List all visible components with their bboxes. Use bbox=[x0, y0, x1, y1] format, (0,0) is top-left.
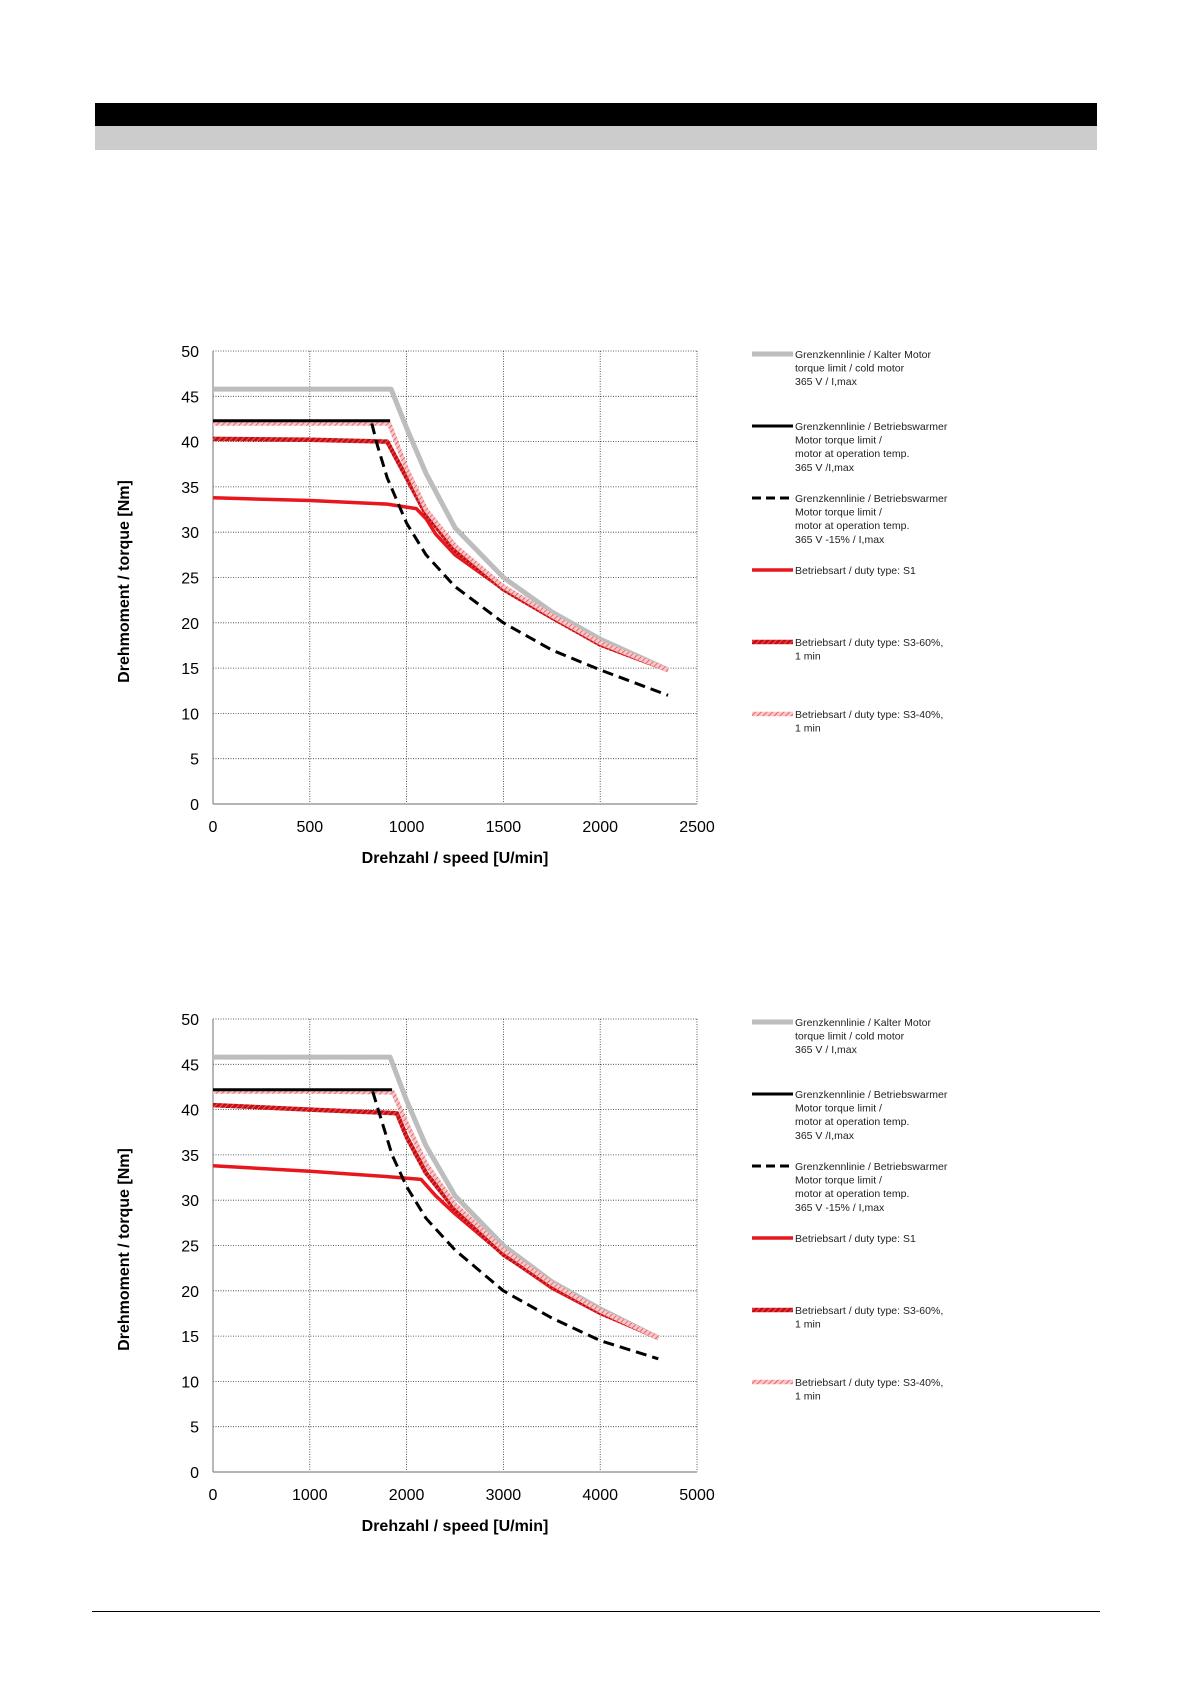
legend-label-line: Betriebsart / duty type: S1 bbox=[795, 565, 916, 577]
legend-label-line: Betriebsart / duty type: S3-40%, bbox=[795, 709, 943, 721]
series-line-3 bbox=[371, 1091, 659, 1361]
y-axis-title: Drehmoment / torque [Nm] bbox=[116, 480, 133, 683]
y-tick-label: 40 bbox=[181, 435, 199, 452]
x-tick-label: 1000 bbox=[292, 1487, 328, 1504]
footer-rule bbox=[92, 1611, 1100, 1612]
x-tick-label: 2000 bbox=[389, 1487, 425, 1504]
legend-label: Grenzkennlinie / Betriebswarmer Motor tor… bbox=[795, 493, 948, 546]
legend-label: Grenzkennlinie / Betriebswarmer Motor tor… bbox=[795, 1089, 948, 1142]
header-bar bbox=[95, 103, 1097, 126]
y-tick-label: 35 bbox=[181, 1148, 199, 1165]
legend-label: Grenzkennlinie / Betriebswarmer Motor tor… bbox=[795, 421, 948, 474]
legend-label-line: Grenzkennlinie / Betriebswarmer bbox=[795, 1161, 948, 1173]
legend-label-line: 365 V /I,max bbox=[795, 1130, 855, 1142]
y-tick-label: 40 bbox=[181, 1103, 199, 1120]
legend-label-line: motor at operation temp. bbox=[795, 1116, 909, 1128]
legend: Grenzkennlinie / Kalter Motor torque limi… bbox=[752, 349, 948, 735]
legend-label-line: Grenzkennlinie / Kalter Motor bbox=[795, 349, 931, 361]
legend-label-line: Betriebsart / duty type: S1 bbox=[795, 1233, 916, 1245]
y-tick-label: 45 bbox=[181, 389, 199, 406]
legend-label-line: Betriebsart / duty type: S3-60%, bbox=[795, 637, 943, 649]
legend-label-line: motor at operation temp. bbox=[795, 520, 909, 532]
legend-label-line: torque limit / cold motor bbox=[795, 1031, 905, 1043]
x-tick-label: 5000 bbox=[679, 1487, 715, 1504]
y-tick-label: 35 bbox=[181, 480, 199, 497]
y-tick-label: 0 bbox=[190, 797, 199, 814]
series-line-6 bbox=[213, 421, 669, 672]
x-tick-label: 1500 bbox=[486, 819, 522, 836]
gridlines bbox=[212, 1018, 698, 1473]
x-tick-label: 0 bbox=[209, 1487, 218, 1504]
legend-label-line: Grenzkennlinie / Betriebswarmer bbox=[795, 1089, 948, 1101]
x-tick-label: 0 bbox=[209, 819, 218, 836]
x-axis-title: Drehzahl / speed [U/min] bbox=[362, 1518, 549, 1535]
legend-label-line: Motor torque limit / bbox=[795, 1175, 882, 1187]
y-tick-label: 50 bbox=[181, 344, 199, 361]
legend-label: Betriebsart / duty type: S1 bbox=[795, 1233, 916, 1245]
series-line-4 bbox=[212, 1164, 659, 1340]
y-tick-label: 20 bbox=[181, 616, 199, 633]
legend-label-line: 365 V / I,max bbox=[795, 1044, 858, 1056]
y-tick-label: 20 bbox=[181, 1284, 199, 1301]
legend-label-line: 1 min bbox=[795, 1391, 821, 1403]
legend-label: Betriebsart / duty type: S1 bbox=[795, 565, 916, 577]
legend-label-line: 365 V /I,max bbox=[795, 462, 855, 474]
y-tick-label: 50 bbox=[181, 1012, 199, 1029]
legend-label-line: motor at operation temp. bbox=[795, 448, 909, 460]
legend-label: Grenzkennlinie / Kalter Motor torque limi… bbox=[795, 1017, 931, 1056]
legend-label: Grenzkennlinie / Betriebswarmer Motor tor… bbox=[795, 1161, 948, 1214]
x-tick-label: 1000 bbox=[389, 819, 425, 836]
legend-label-line: 1 min bbox=[795, 651, 821, 663]
legend-label-line: 365 V -15% / I,max bbox=[795, 1202, 885, 1214]
legend-label: Grenzkennlinie / Kalter Motor torque limi… bbox=[795, 349, 931, 388]
y-tick-label: 25 bbox=[181, 1239, 199, 1256]
legend-label-line: Betriebsart / duty type: S3-60%, bbox=[795, 1305, 943, 1317]
series-line-6 bbox=[213, 1089, 660, 1340]
x-axis-title: Drehzahl / speed [U/min] bbox=[362, 850, 549, 867]
y-tick-label: 30 bbox=[181, 1193, 199, 1210]
y-tick-label: 15 bbox=[181, 1329, 199, 1346]
y-tick-label: 5 bbox=[190, 752, 199, 769]
legend-label: Betriebsart / duty type: S3-60%, 1 min bbox=[795, 637, 943, 663]
torque-speed-chart-2: 0 5 10 15 20 25 30 35 40 45 50 0 1000 2000 3000 4000 500… bbox=[116, 1012, 948, 1535]
y-tick-label: 45 bbox=[181, 1057, 199, 1074]
y-axis-title: Drehmoment / torque [Nm] bbox=[116, 1148, 133, 1351]
series-line-3 bbox=[370, 423, 669, 697]
y-tick-label: 25 bbox=[181, 571, 199, 588]
series-line-5 bbox=[212, 436, 669, 673]
y-tick-label: 10 bbox=[181, 706, 199, 723]
legend-label-line: 1 min bbox=[795, 723, 821, 735]
x-tick-label: 3000 bbox=[486, 1487, 522, 1504]
y-tick-label: 10 bbox=[181, 1374, 199, 1391]
y-tick-label: 5 bbox=[190, 1420, 199, 1437]
legend-label-line: Grenzkennlinie / Betriebswarmer bbox=[795, 421, 948, 433]
legend-label-line: Betriebsart / duty type: S3-40%, bbox=[795, 1377, 943, 1389]
x-tick-label: 500 bbox=[296, 819, 323, 836]
legend-label-line: 365 V -15% / I,max bbox=[795, 534, 885, 546]
legend-label: Betriebsart / duty type: S3-40%, 1 min bbox=[795, 1377, 943, 1403]
y-tick-label: 0 bbox=[190, 1465, 199, 1482]
legend-label-line: Motor torque limit / bbox=[795, 435, 882, 447]
legend-label-line: torque limit / cold motor bbox=[795, 363, 905, 375]
legend-label-line: 1 min bbox=[795, 1319, 821, 1331]
legend: Grenzkennlinie / Kalter Motor torque limi… bbox=[752, 1017, 948, 1403]
y-tick-label: 30 bbox=[181, 525, 199, 542]
x-tick-label: 2500 bbox=[679, 819, 715, 836]
series-line-1 bbox=[213, 386, 670, 673]
y-tick-label: 15 bbox=[181, 661, 199, 678]
legend-label-line: motor at operation temp. bbox=[795, 1188, 909, 1200]
legend-label: Betriebsart / duty type: S3-60%, 1 min bbox=[795, 1305, 943, 1331]
header-subbar bbox=[95, 126, 1097, 150]
legend-label: Betriebsart / duty type: S3-40%, 1 min bbox=[795, 709, 943, 735]
legend-label-line: 365 V / I,max bbox=[795, 376, 858, 388]
legend-label-line: Motor torque limit / bbox=[795, 507, 882, 519]
legend-label-line: Motor torque limit / bbox=[795, 1103, 882, 1115]
x-tick-label: 2000 bbox=[582, 819, 618, 836]
gridlines bbox=[212, 350, 698, 805]
x-tick-label: 4000 bbox=[582, 1487, 618, 1504]
legend-label-line: Grenzkennlinie / Kalter Motor bbox=[795, 1017, 931, 1029]
legend-label-line: Grenzkennlinie / Betriebswarmer bbox=[795, 493, 948, 505]
